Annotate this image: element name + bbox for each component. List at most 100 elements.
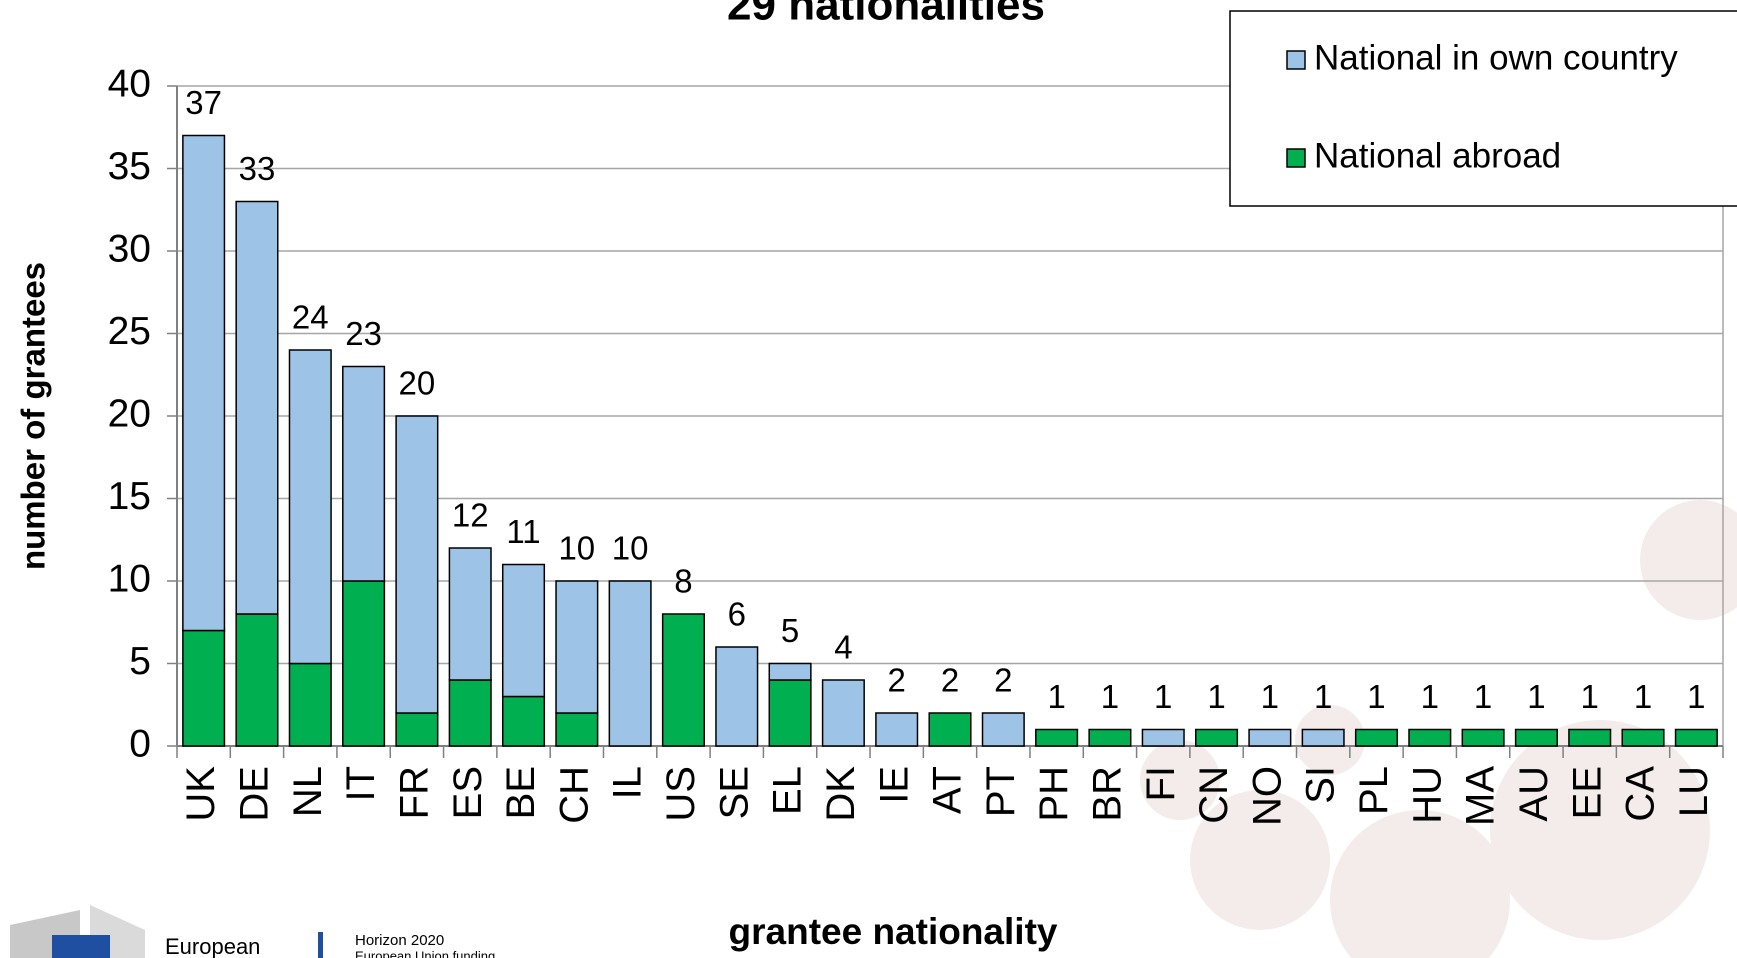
total-label: 1 [1687,678,1705,715]
bar-segment [768,679,812,747]
total-label: 1 [1314,678,1332,715]
bar-segment [288,349,332,665]
x-tick-label: IT [339,766,383,802]
x-tick-label: PH [1032,766,1076,822]
total-label: 1 [1634,678,1652,715]
bar-segment [1514,728,1558,747]
bar-segment [235,200,279,615]
y-tick-label: 0 [129,722,151,765]
total-label: 1 [1101,678,1119,715]
y-axis-title: number of grantees [15,262,52,570]
x-tick-label: PT [979,766,1023,817]
total-label: 1 [1474,678,1492,715]
total-label: 20 [399,365,436,402]
bar-segment [555,580,599,714]
x-tick-label: HU [1405,766,1449,824]
total-label: 6 [728,596,746,633]
bar-segment [1035,728,1079,747]
total-label: 37 [185,84,222,121]
bar-segment [182,629,226,747]
total-label: 1 [1367,678,1385,715]
x-tick-label: IL [606,766,650,799]
bar-segment [342,365,386,582]
x-tick-label: ES [446,766,490,819]
total-label: 1 [1047,678,1065,715]
x-tick-label: SI [1299,766,1343,804]
total-label: 4 [834,629,852,666]
y-tick-label: 5 [129,640,151,683]
total-label: 8 [674,563,692,600]
bar-segment [555,712,599,747]
bar-segment [342,580,386,747]
bar-segment [1195,728,1239,747]
y-tick-label: 20 [108,392,151,435]
x-tick-label: FI [1139,766,1183,802]
bar-segment [1354,728,1399,747]
x-tick-label: EL [766,766,810,815]
x-tick-label: NL [286,766,330,817]
total-label: 11 [506,513,540,550]
bar-segment [1088,728,1132,747]
total-label: 10 [558,530,595,567]
y-tick-label: 10 [108,557,151,600]
bar-segment [981,712,1025,747]
bar-segment [288,662,332,747]
logo-text: European [165,934,260,958]
total-label: 1 [1154,678,1172,715]
x-tick-label: DK [819,766,863,822]
legend-swatch [1286,50,1306,70]
legend-label: National in own country [1314,38,1678,77]
total-label: 2 [888,662,906,699]
chart-title: 29 nationalities [727,0,1045,30]
total-label: 33 [239,150,276,187]
total-label: 5 [781,612,799,649]
x-tick-label: AU [1512,766,1556,822]
bar-segment [1461,728,1505,747]
x-tick-label: BR [1085,766,1129,822]
x-tick-label: AT [926,766,970,814]
x-tick-label: DE [233,766,277,822]
bar-segment [1408,728,1452,747]
x-tick-label: US [659,766,703,822]
x-tick-label: LU [1672,766,1716,817]
legend-label: National abroad [1314,136,1561,175]
bar-segment [1674,728,1718,747]
bar-segment [1248,728,1292,747]
bar-segment [608,580,652,747]
legend-box [1229,10,1737,207]
bar-segment [501,695,546,747]
x-tick-label: NO [1245,766,1289,826]
x-tick-label: CH [552,766,596,824]
total-label: 24 [292,299,329,336]
y-tick-label: 30 [108,227,151,270]
x-tick-label: PL [1352,766,1396,815]
bar-segment [928,712,972,747]
y-tick-label: 40 [108,62,151,105]
x-tick-label: CA [1619,766,1663,822]
total-label: 2 [994,662,1012,699]
separator [318,932,323,958]
bar-segment [395,712,439,747]
bar-segment [821,679,865,747]
total-label: 1 [1421,678,1439,715]
program: Horizon 2020 [355,932,444,949]
bar-segment [661,613,705,747]
x-tick-label: SE [712,766,756,819]
bar-segment [715,646,759,747]
bar-segment [395,415,439,714]
total-label: 2 [941,662,959,699]
x-tick-label: FR [392,766,436,819]
total-label: 1 [1207,678,1225,715]
total-label: 10 [612,530,649,567]
y-tick-label: 15 [108,475,151,518]
bar-segment [1621,728,1665,747]
y-tick-label: 25 [108,310,151,353]
x-tick-label: BE [499,766,543,819]
bar-segment [448,547,492,681]
footer: European Horizon 2020 European Union fun… [10,905,495,958]
bar-segment [501,563,546,698]
bar-segment [1141,728,1185,747]
total-label: 12 [452,497,489,534]
bar-segment [235,613,279,747]
